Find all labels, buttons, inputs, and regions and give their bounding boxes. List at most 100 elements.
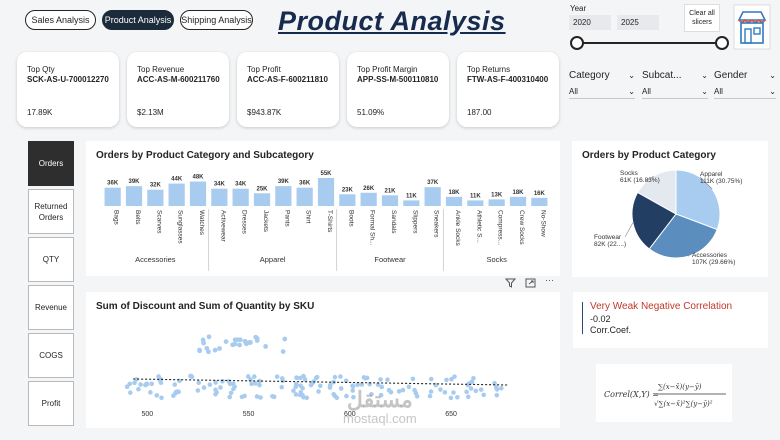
bar[interactable] xyxy=(168,183,185,206)
scatter-point[interactable] xyxy=(249,381,254,387)
clear-slicers-button[interactable]: Clear all slicers xyxy=(684,4,720,32)
more-options-icon[interactable]: ⋯ xyxy=(545,275,554,285)
scatter-point[interactable] xyxy=(144,381,149,387)
scatter-point[interactable] xyxy=(217,346,222,351)
scatter-point[interactable] xyxy=(274,374,280,380)
nav-orders-button[interactable]: Orders xyxy=(28,141,74,186)
year-slider-start-handle[interactable] xyxy=(570,36,584,50)
scatter-point[interactable] xyxy=(253,381,258,386)
scatter-point[interactable] xyxy=(280,349,286,354)
scatter-point[interactable] xyxy=(251,374,257,379)
scatter-point[interactable] xyxy=(338,386,344,391)
bar[interactable] xyxy=(339,194,356,206)
scatter-point[interactable] xyxy=(344,393,349,399)
scatter-point[interactable] xyxy=(213,387,218,393)
scatter-point[interactable] xyxy=(128,390,133,395)
focus-mode-icon[interactable] xyxy=(525,278,536,290)
scatter-point[interactable] xyxy=(428,389,434,394)
scatter-point[interactable] xyxy=(159,395,164,401)
scatter-point[interactable] xyxy=(478,387,484,392)
scatter-point[interactable] xyxy=(254,338,260,343)
scatter-point[interactable] xyxy=(313,375,319,381)
scatter-point[interactable] xyxy=(332,374,338,380)
orders-by-subcategory-chart[interactable]: Orders by Product Category and Subcatego… xyxy=(86,141,560,276)
orders-by-category-pie[interactable]: Orders by Product Category Apparel 111K (… xyxy=(572,141,768,277)
scatter-point[interactable] xyxy=(310,380,316,386)
scatter-point[interactable] xyxy=(257,378,263,384)
scatter-point[interactable] xyxy=(428,376,434,382)
scatter-point[interactable] xyxy=(279,384,285,390)
scatter-point[interactable] xyxy=(212,347,218,353)
scatter-point[interactable] xyxy=(379,384,385,390)
bar[interactable] xyxy=(211,188,228,206)
bar[interactable] xyxy=(232,188,249,206)
year-to-input[interactable]: 2025 xyxy=(617,15,659,30)
discount-quantity-scatter[interactable]: Sum of Discount and Sum of Quantity by S… xyxy=(86,292,560,428)
chevron-down-icon[interactable]: ⌄ xyxy=(628,87,635,96)
scatter-point[interactable] xyxy=(124,384,130,390)
bar[interactable] xyxy=(317,178,335,206)
scatter-point[interactable] xyxy=(327,385,333,390)
scatter-point[interactable] xyxy=(396,389,402,394)
scatter-point[interactable] xyxy=(134,377,139,382)
scatter-point[interactable] xyxy=(297,392,303,398)
scatter-point[interactable] xyxy=(172,382,178,387)
bar[interactable] xyxy=(296,187,313,206)
scatter-point[interactable] xyxy=(257,382,262,388)
scatter-point[interactable] xyxy=(400,387,406,393)
scatter-point[interactable] xyxy=(300,385,305,391)
scatter-point[interactable] xyxy=(228,390,234,396)
scatter-point[interactable] xyxy=(304,395,310,401)
scatter-point[interactable] xyxy=(444,377,449,383)
scatter-point[interactable] xyxy=(282,336,288,342)
pie-slice[interactable] xyxy=(675,169,721,231)
scatter-point[interactable] xyxy=(171,393,176,399)
scatter-point[interactable] xyxy=(452,374,457,379)
scatter-point[interactable] xyxy=(196,380,202,385)
scatter-point[interactable] xyxy=(258,395,263,400)
nav-cogs-button[interactable]: COGS xyxy=(28,333,74,378)
chevron-down-icon[interactable]: ⌄ xyxy=(769,87,776,96)
bar[interactable] xyxy=(403,200,420,206)
nav-profit-button[interactable]: Profit xyxy=(28,381,74,426)
scatter-point[interactable] xyxy=(338,374,343,379)
scatter-point[interactable] xyxy=(350,388,356,393)
scatter-point[interactable] xyxy=(414,394,420,399)
bar[interactable] xyxy=(147,189,164,206)
scatter-point[interactable] xyxy=(494,392,500,398)
year-slider-end-handle[interactable] xyxy=(715,36,729,50)
nav-qty-button[interactable]: QTY xyxy=(28,237,74,282)
scatter-point[interactable] xyxy=(466,381,472,386)
scatter-point[interactable] xyxy=(294,375,300,381)
nav-returned-orders-button[interactable]: Returned Orders xyxy=(28,189,74,234)
bar[interactable] xyxy=(125,186,143,206)
tab-shipping-analysis[interactable]: Shipping Analysis xyxy=(180,10,253,30)
scatter-point[interactable] xyxy=(239,394,245,400)
scatter-point[interactable] xyxy=(350,384,356,389)
scatter-point[interactable] xyxy=(231,381,236,387)
bar[interactable] xyxy=(445,196,463,206)
bar[interactable] xyxy=(467,200,484,206)
bar[interactable] xyxy=(424,187,441,206)
scatter-point[interactable] xyxy=(235,337,241,343)
scatter-point[interactable] xyxy=(438,387,443,392)
gender-slicer[interactable]: Gender ⌄ All ⌄ xyxy=(714,70,776,99)
scatter-point[interactable] xyxy=(218,385,223,390)
scatter-point[interactable] xyxy=(494,387,500,392)
scatter-point[interactable] xyxy=(227,394,232,400)
scatter-point[interactable] xyxy=(220,379,225,384)
scatter-point[interactable] xyxy=(388,389,394,395)
bar[interactable] xyxy=(104,187,121,206)
scatter-point[interactable] xyxy=(149,381,155,387)
scatter-point[interactable] xyxy=(361,375,367,380)
chevron-down-icon[interactable]: ⌄ xyxy=(701,87,708,96)
scatter-point[interactable] xyxy=(334,395,340,401)
scatter-point[interactable] xyxy=(138,382,143,387)
chevron-down-icon[interactable]: ⌄ xyxy=(628,71,635,80)
year-from-input[interactable]: 2020 xyxy=(569,15,611,30)
tab-product-analysis[interactable]: Product Analysis xyxy=(102,10,174,30)
scatter-point[interactable] xyxy=(301,373,306,379)
scatter-point[interactable] xyxy=(481,392,486,398)
scatter-point[interactable] xyxy=(223,339,229,345)
tab-sales-analysis[interactable]: Sales Analysis xyxy=(25,10,96,30)
